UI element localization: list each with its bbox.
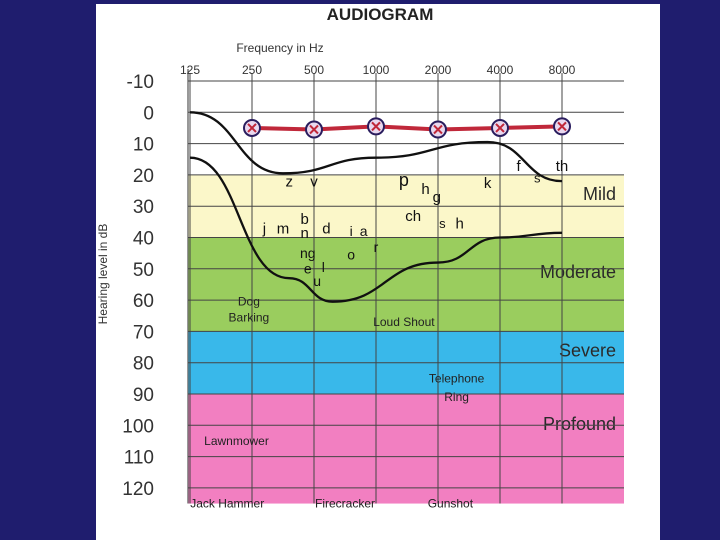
y-tick-label: 80 [133, 354, 154, 375]
band-label: Profound [543, 414, 616, 434]
data-point-x-marker [433, 124, 443, 135]
phoneme-label: u [313, 273, 321, 289]
phoneme-label: th [556, 158, 569, 175]
data-point-x-marker [495, 123, 505, 133]
threshold-series [243, 117, 571, 139]
phoneme-label: e [304, 261, 312, 277]
hearing-loss-bands: Mild Moderate Severe Profound [188, 174, 624, 504]
phoneme-label: n [301, 225, 309, 242]
band-4 [188, 394, 624, 504]
y-tick-label: 0 [143, 103, 154, 124]
phoneme-label: z [285, 173, 293, 190]
phoneme-label: ch [405, 208, 421, 225]
annotation-label: Gunshot [428, 497, 474, 511]
audiogram-chart: Mild Moderate Severe Profound -10 0 10 20 30 40 5… [96, 5, 624, 511]
annotation-label: Telephone [429, 371, 485, 385]
phoneme-label: l [322, 259, 325, 275]
banana-upper-curve [189, 111, 563, 183]
y-tick-label: 40 [133, 229, 154, 250]
phoneme-label: s [534, 171, 541, 186]
x-tick-label: 125 [180, 63, 200, 77]
y-tick-label: 90 [133, 385, 154, 406]
y-axis-label: Hearing level in dB [96, 224, 110, 325]
phoneme-label: d [322, 220, 330, 237]
phoneme-label: h [421, 181, 429, 198]
y-tick-label: 100 [122, 416, 154, 437]
phoneme-label: p [399, 170, 409, 190]
x-tick-label: 4000 [487, 63, 514, 77]
x-tick-label: 8000 [549, 63, 576, 77]
slide: Mild Moderate Severe Profound -10 0 10 20 30 40 5… [96, 4, 660, 540]
y-tick-label: 70 [133, 322, 154, 343]
banana-lower-curve [189, 156, 563, 303]
data-point-x-marker [247, 123, 257, 133]
x-tick-label: 250 [242, 63, 262, 77]
band-2 [188, 237, 624, 332]
chart-labels: AUDIOGRAM Frequency in Hz Hearing level … [96, 5, 433, 324]
annotation-label: Firecracker [315, 497, 375, 511]
phoneme-label: r [374, 239, 379, 255]
phoneme-label: b [301, 211, 309, 228]
annotation-label: Ring [444, 390, 469, 404]
phoneme-label: i [350, 223, 353, 239]
x-tick-label: 500 [304, 63, 324, 77]
phoneme-label: j [262, 220, 266, 237]
y-tick-label: 50 [133, 260, 154, 281]
phoneme-label: ng [300, 245, 316, 261]
band-label: Moderate [540, 262, 616, 282]
annotation-label: Barking [229, 310, 270, 324]
y-tick-label: 10 [133, 135, 154, 156]
y-tick-label: 30 [133, 197, 154, 218]
data-point-x-marker [557, 121, 567, 132]
y-tick-label: 60 [133, 291, 154, 312]
phoneme-label: f [517, 158, 522, 175]
annotation-label: Jack Hammer [190, 497, 264, 511]
data-point-x-marker [371, 121, 381, 132]
y-tick-label: 120 [122, 479, 154, 500]
phoneme-label: g [433, 189, 441, 206]
band-label: Severe [559, 340, 616, 360]
annotation-label: Dog [238, 295, 260, 309]
phoneme-label: s [439, 216, 446, 231]
annotation-label: Loud Shout [373, 315, 435, 329]
x-axis-label: Frequency in Hz [236, 41, 323, 55]
annotation-label: Lawnmower [204, 434, 269, 448]
y-tick-label: -10 [127, 72, 154, 93]
x-tick-label: 1000 [363, 63, 390, 77]
data-point-x-marker [309, 124, 319, 135]
phoneme-label: m [277, 220, 290, 237]
chart-title: AUDIOGRAM [327, 5, 434, 24]
phoneme-label: k [484, 175, 492, 192]
y-tick-label: 110 [124, 448, 154, 469]
phoneme-label: h [456, 216, 464, 233]
phoneme-label: a [360, 223, 368, 239]
band-label: Mild [583, 184, 616, 204]
series-line [251, 124, 563, 132]
y-tick-label: 20 [133, 166, 154, 187]
x-tick-label: 2000 [425, 63, 452, 77]
phoneme-label: v [310, 173, 318, 190]
phoneme-label: o [347, 247, 355, 263]
